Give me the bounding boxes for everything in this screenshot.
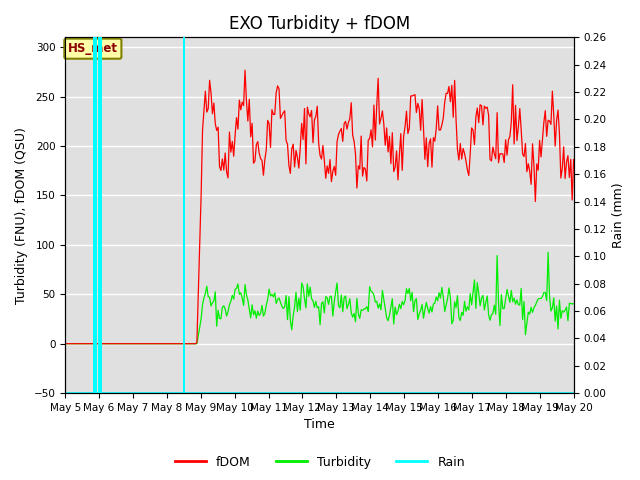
Bar bbox=[183, 37, 185, 393]
Y-axis label: Turbidity (FNU), fDOM (QSU): Turbidity (FNU), fDOM (QSU) bbox=[15, 127, 28, 304]
Bar bbox=[95, 37, 97, 393]
Legend: fDOM, Turbidity, Rain: fDOM, Turbidity, Rain bbox=[170, 451, 470, 474]
Title: EXO Turbidity + fDOM: EXO Turbidity + fDOM bbox=[228, 15, 410, 33]
Text: HS_met: HS_met bbox=[68, 42, 118, 55]
Y-axis label: Rain (mm): Rain (mm) bbox=[612, 182, 625, 248]
Bar bbox=[93, 37, 95, 393]
Bar bbox=[100, 37, 102, 393]
Bar bbox=[98, 37, 100, 393]
X-axis label: Time: Time bbox=[304, 419, 335, 432]
